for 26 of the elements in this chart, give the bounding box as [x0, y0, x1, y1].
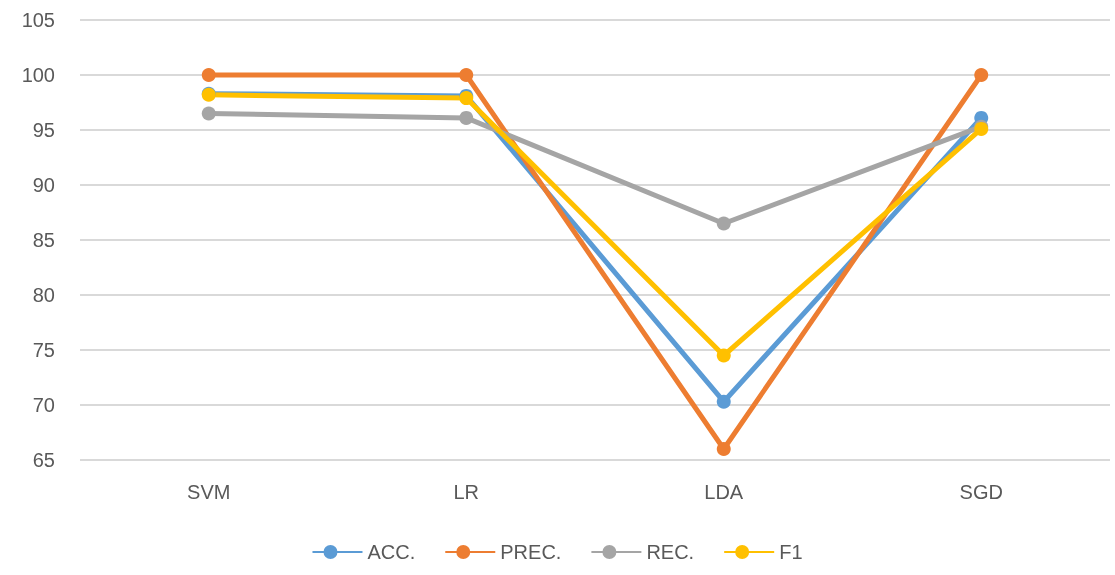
- x-tick-label: LR: [453, 481, 480, 503]
- legend-label: PREC.: [500, 541, 562, 563]
- y-tick-label: 90: [32, 174, 55, 196]
- point: [716, 442, 731, 456]
- x-tick-label: LDA: [704, 481, 744, 503]
- y-tick-label: 95: [32, 119, 55, 141]
- point: [716, 394, 731, 409]
- point: [201, 68, 216, 82]
- y-tick-label: 65: [32, 449, 55, 471]
- point: [716, 348, 731, 363]
- x-tick-label: SVM: [187, 481, 231, 503]
- y-tick-label: 85: [32, 229, 55, 251]
- x-tick-label: SGD: [959, 481, 1003, 503]
- point: [459, 110, 474, 125]
- y-tick-label: 105: [21, 9, 55, 31]
- y-tick-label: 75: [32, 339, 55, 361]
- legend-label: F1: [779, 541, 803, 563]
- y-tick-label: 80: [32, 284, 55, 306]
- point: [974, 68, 989, 82]
- point: [459, 68, 474, 82]
- point: [201, 106, 216, 121]
- y-tick-label: 100: [21, 64, 55, 86]
- legend-label: REC.: [646, 541, 695, 563]
- point: [716, 216, 731, 231]
- y-tick-label: 70: [32, 394, 55, 416]
- legend-label: ACC.: [367, 541, 416, 563]
